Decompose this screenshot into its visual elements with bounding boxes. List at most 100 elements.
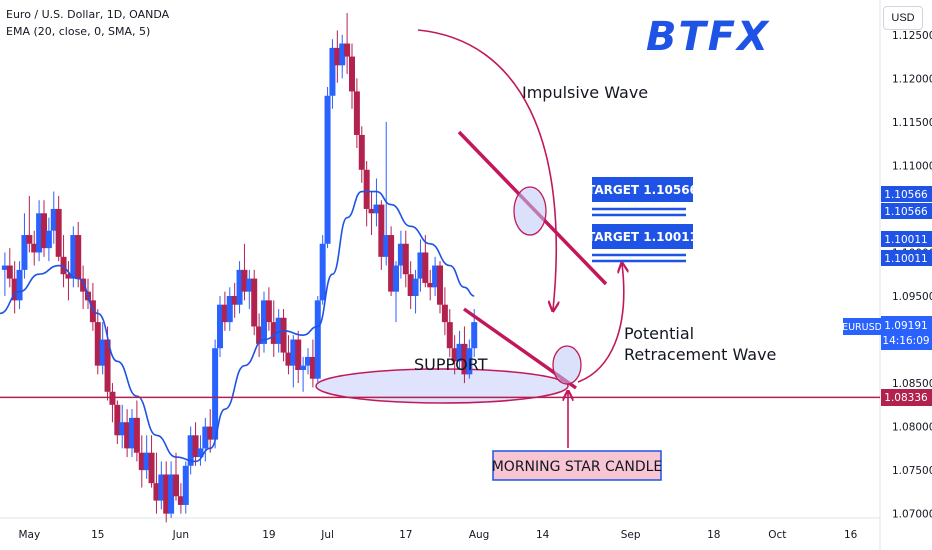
candle-body (309, 356, 316, 379)
x-axis-ticks: May 15 Jun 19 Jul 17 Aug 14 Sep 18 Oct 16 (18, 529, 857, 541)
candle-body (104, 339, 111, 392)
candle-body (441, 304, 448, 323)
candle (124, 409, 131, 458)
candle-body (65, 274, 72, 279)
x-tick-label: Sep (621, 529, 641, 541)
candle (295, 330, 302, 384)
candle (114, 400, 121, 444)
y-tick-label: 1.12000 (892, 73, 932, 85)
candle-body (314, 300, 321, 379)
y-tick-label: 1.08500 (892, 378, 932, 390)
candle (148, 435, 155, 488)
eurusd-symbol: EURUSD (842, 322, 882, 333)
candle (41, 200, 47, 257)
candle (353, 78, 360, 148)
candle (393, 261, 399, 323)
candle (1, 252, 8, 296)
last-price-tag (881, 316, 932, 350)
candle (466, 339, 473, 379)
ema-indicator-label[interactable]: EMA (20, close, 0, SMA, 5) (6, 25, 151, 38)
candle-body (11, 278, 18, 301)
candle-body (393, 265, 399, 292)
target2-price-a: 1.10011 (884, 234, 927, 246)
x-tick-label: May (18, 529, 40, 541)
candle-body (246, 278, 253, 292)
target2-price-tag-b (881, 250, 932, 266)
morning-star-label: MORNING STAR CANDLE (492, 459, 663, 475)
candle-body (1, 265, 8, 270)
candle-body (270, 322, 277, 344)
target1-price-tag-b (881, 203, 932, 219)
candle-body (207, 426, 214, 440)
x-tick-label: 15 (91, 529, 104, 541)
candle (309, 339, 316, 388)
candle-body (329, 47, 336, 96)
candle-body (446, 322, 453, 349)
candle-body (363, 169, 370, 209)
candle (16, 261, 23, 310)
candle-body (261, 300, 267, 344)
candle-body (339, 43, 346, 66)
support-price-tag (881, 389, 932, 406)
candles-layer (1, 13, 478, 523)
candle (446, 309, 453, 357)
candle-body (168, 474, 175, 514)
candle-body (50, 208, 57, 231)
candle-body (427, 282, 434, 288)
candle-body (236, 269, 243, 305)
candle-body (109, 391, 116, 405)
impulsive-wave-arrow (417, 29, 556, 310)
candle (246, 269, 253, 310)
candle-body (226, 296, 233, 323)
currency-button[interactable]: USD (883, 6, 923, 30)
candle (290, 335, 297, 388)
candle (363, 161, 370, 227)
candle-body (461, 343, 468, 375)
candle (373, 178, 380, 227)
candle (417, 239, 424, 292)
candle (265, 287, 272, 331)
candle-body (124, 422, 131, 449)
y-tick-label: 1.08000 (892, 422, 932, 434)
candle (451, 335, 458, 375)
y-tick-label: 1.11000 (892, 160, 932, 172)
candle (270, 300, 277, 357)
candle (6, 248, 13, 288)
candle-body (60, 256, 67, 275)
y-axis-ticks: 1.125001.120001.115001.110001.105001.100… (892, 30, 932, 521)
candle (368, 191, 375, 236)
candle (153, 452, 160, 514)
candle (437, 261, 443, 314)
potential-label: Potential (624, 324, 694, 343)
candle-body (41, 213, 47, 249)
candle-body (129, 417, 135, 449)
candle (427, 269, 434, 301)
candle-body (187, 435, 194, 466)
candle-body (231, 296, 238, 305)
x-tick-label: Oct (768, 529, 786, 541)
candle (109, 383, 116, 423)
candle (202, 417, 209, 462)
candle-body (334, 47, 341, 66)
target2-box (592, 224, 693, 249)
candle (36, 200, 43, 262)
support-price: 1.08336 (884, 392, 928, 404)
btfx-logo: BTFX (646, 14, 770, 60)
candle-body (402, 243, 409, 275)
candle-body (197, 448, 204, 458)
candle-body (373, 204, 380, 214)
candle-body (36, 213, 43, 253)
candle-body (45, 230, 52, 249)
candle (349, 43, 355, 109)
target1-price-tag-a (881, 186, 932, 202)
candle-body (466, 348, 473, 375)
candle (221, 291, 228, 331)
candle-body (119, 422, 126, 436)
channel-touch-circle (513, 186, 547, 236)
candle-body (295, 339, 302, 370)
x-tick-label: 18 (707, 529, 720, 541)
candle-body (202, 426, 209, 449)
target1-price-b: 1.10566 (884, 206, 928, 218)
target2-price-tag-a (881, 231, 932, 247)
